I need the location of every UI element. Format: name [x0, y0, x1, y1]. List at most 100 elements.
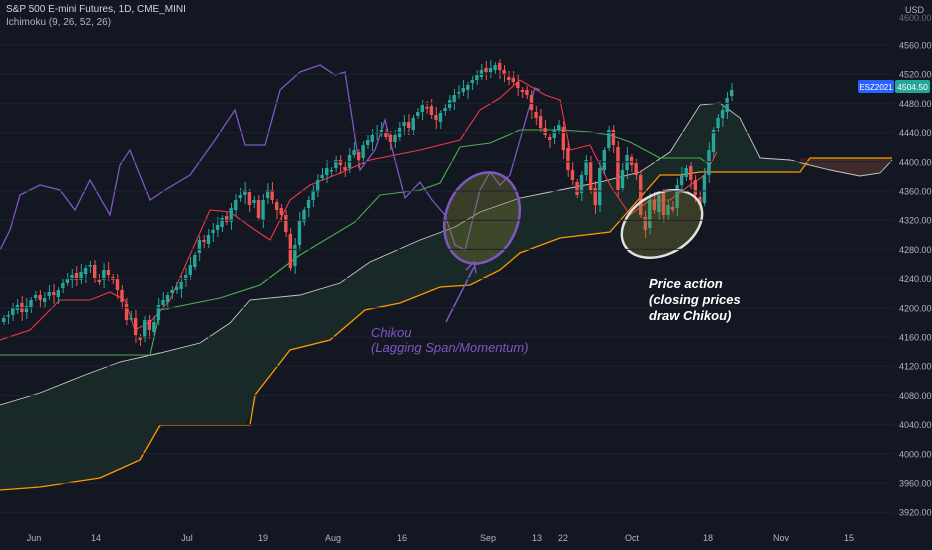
- candle-body: [275, 202, 279, 210]
- candle-body: [6, 315, 10, 317]
- candle-body: [206, 235, 211, 244]
- candle-body: [306, 200, 311, 208]
- candle-body: [343, 167, 347, 170]
- candle-body: [529, 95, 534, 110]
- price-tick-label: 4360.00: [899, 187, 932, 197]
- candle-body: [88, 265, 92, 267]
- candle-body: [543, 128, 547, 135]
- candle-body: [320, 175, 324, 178]
- candle-body: [129, 318, 133, 320]
- candle-body: [366, 140, 370, 145]
- time-tick-label: 19: [258, 533, 268, 543]
- price-tick-label: 4400.00: [899, 157, 932, 167]
- candle-body: [493, 65, 497, 70]
- candle-body: [679, 175, 684, 185]
- candle-body: [711, 130, 716, 152]
- candle-body: [520, 90, 525, 92]
- candle-body: [165, 295, 170, 302]
- candle-body: [429, 106, 434, 115]
- price-tick-label: 4120.00: [899, 362, 932, 372]
- candle-body: [47, 292, 51, 296]
- candle-body: [174, 287, 179, 290]
- price-tick-label: 4520.00: [899, 70, 932, 80]
- price-tick-label: 3960.00: [899, 479, 932, 489]
- currency-label: USD: [905, 5, 925, 15]
- candle-body: [293, 245, 297, 266]
- senkou-span-a: [0, 102, 893, 406]
- candle-body: [516, 82, 520, 88]
- candle-body: [297, 220, 302, 245]
- chikou-annotation: Chikou (Lagging Span/Momentum): [371, 325, 529, 355]
- axes: 4560.00 4520.00 4480.00 4440.00 4400.00 4360.…: [0, 5, 932, 543]
- tenkan-sen: [0, 79, 718, 341]
- price-tick-label: 4480.00: [899, 99, 932, 109]
- candle-body: [370, 135, 374, 142]
- candle-body: [156, 305, 161, 320]
- time-tick-label: Sep: [480, 533, 496, 543]
- candle-body: [593, 188, 597, 205]
- candle-body: [566, 148, 570, 170]
- price-tick-label: 4560.00: [899, 41, 932, 51]
- time-tick-label: 14: [91, 533, 101, 543]
- candle-body: [79, 272, 83, 280]
- price-action-highlight-circle: [620, 189, 704, 259]
- time-tick-label: Jun: [27, 533, 42, 543]
- candle-body: [466, 85, 470, 90]
- candle-body: [488, 68, 493, 72]
- candle-body: [143, 320, 147, 338]
- time-tick-label: Nov: [773, 533, 790, 543]
- indicator-legend[interactable]: Ichimoku (9, 26, 52, 26): [6, 17, 112, 28]
- ichimoku-cloud: [0, 103, 892, 490]
- candle-body: [352, 150, 356, 155]
- candle-body: [211, 230, 215, 233]
- candle-body: [215, 225, 220, 230]
- time-tick-label: 18: [703, 533, 713, 543]
- candle-body: [670, 207, 675, 210]
- candle-body: [434, 115, 438, 120]
- chikou-highlight-circle: [443, 171, 521, 265]
- price-tick-label: 4200.00: [899, 303, 932, 313]
- candle-body: [61, 283, 65, 288]
- candle-body: [584, 160, 588, 175]
- candle-body: [588, 162, 593, 190]
- candle-body: [607, 130, 611, 148]
- candle-body: [447, 100, 452, 108]
- last-price-badge: [895, 80, 930, 93]
- candle-body: [538, 116, 543, 128]
- candle-body: [70, 275, 74, 280]
- candle-body: [406, 122, 411, 128]
- time-tick-label: 15: [844, 533, 854, 543]
- candle-body: [33, 295, 38, 298]
- candle-body: [643, 217, 647, 230]
- candle-body: [666, 205, 670, 215]
- candle-body: [684, 168, 688, 177]
- candle-body: [179, 282, 183, 289]
- candle-body: [238, 195, 242, 198]
- candle-body: [479, 70, 484, 77]
- candle-body: [338, 160, 343, 165]
- candle-body: [288, 234, 293, 268]
- chart-title[interactable]: S&P 500 E-mini Futures, 1D, CME_MINI: [6, 4, 186, 15]
- candle-body: [620, 170, 625, 188]
- candle-body: [507, 77, 511, 80]
- price-tick-label: 4240.00: [899, 274, 932, 284]
- candle-body: [702, 175, 707, 203]
- candle-body: [402, 122, 406, 126]
- annotation-circles: [443, 171, 704, 323]
- candle-body: [443, 108, 447, 111]
- candle-body: [379, 130, 384, 132]
- candle-body: [557, 125, 561, 130]
- last-price-label: 4504.50: [897, 82, 928, 92]
- price-tick-label: 4160.00: [899, 333, 932, 343]
- candle-body: [256, 200, 261, 218]
- candle-body: [152, 322, 156, 332]
- candle-body: [224, 216, 229, 222]
- candle-body: [356, 152, 361, 160]
- candle-body: [329, 170, 333, 172]
- candle-body: [693, 180, 697, 195]
- candle-body: [457, 92, 461, 94]
- candle-body: [361, 145, 365, 158]
- candle-body: [393, 135, 397, 142]
- candle-body: [548, 137, 552, 140]
